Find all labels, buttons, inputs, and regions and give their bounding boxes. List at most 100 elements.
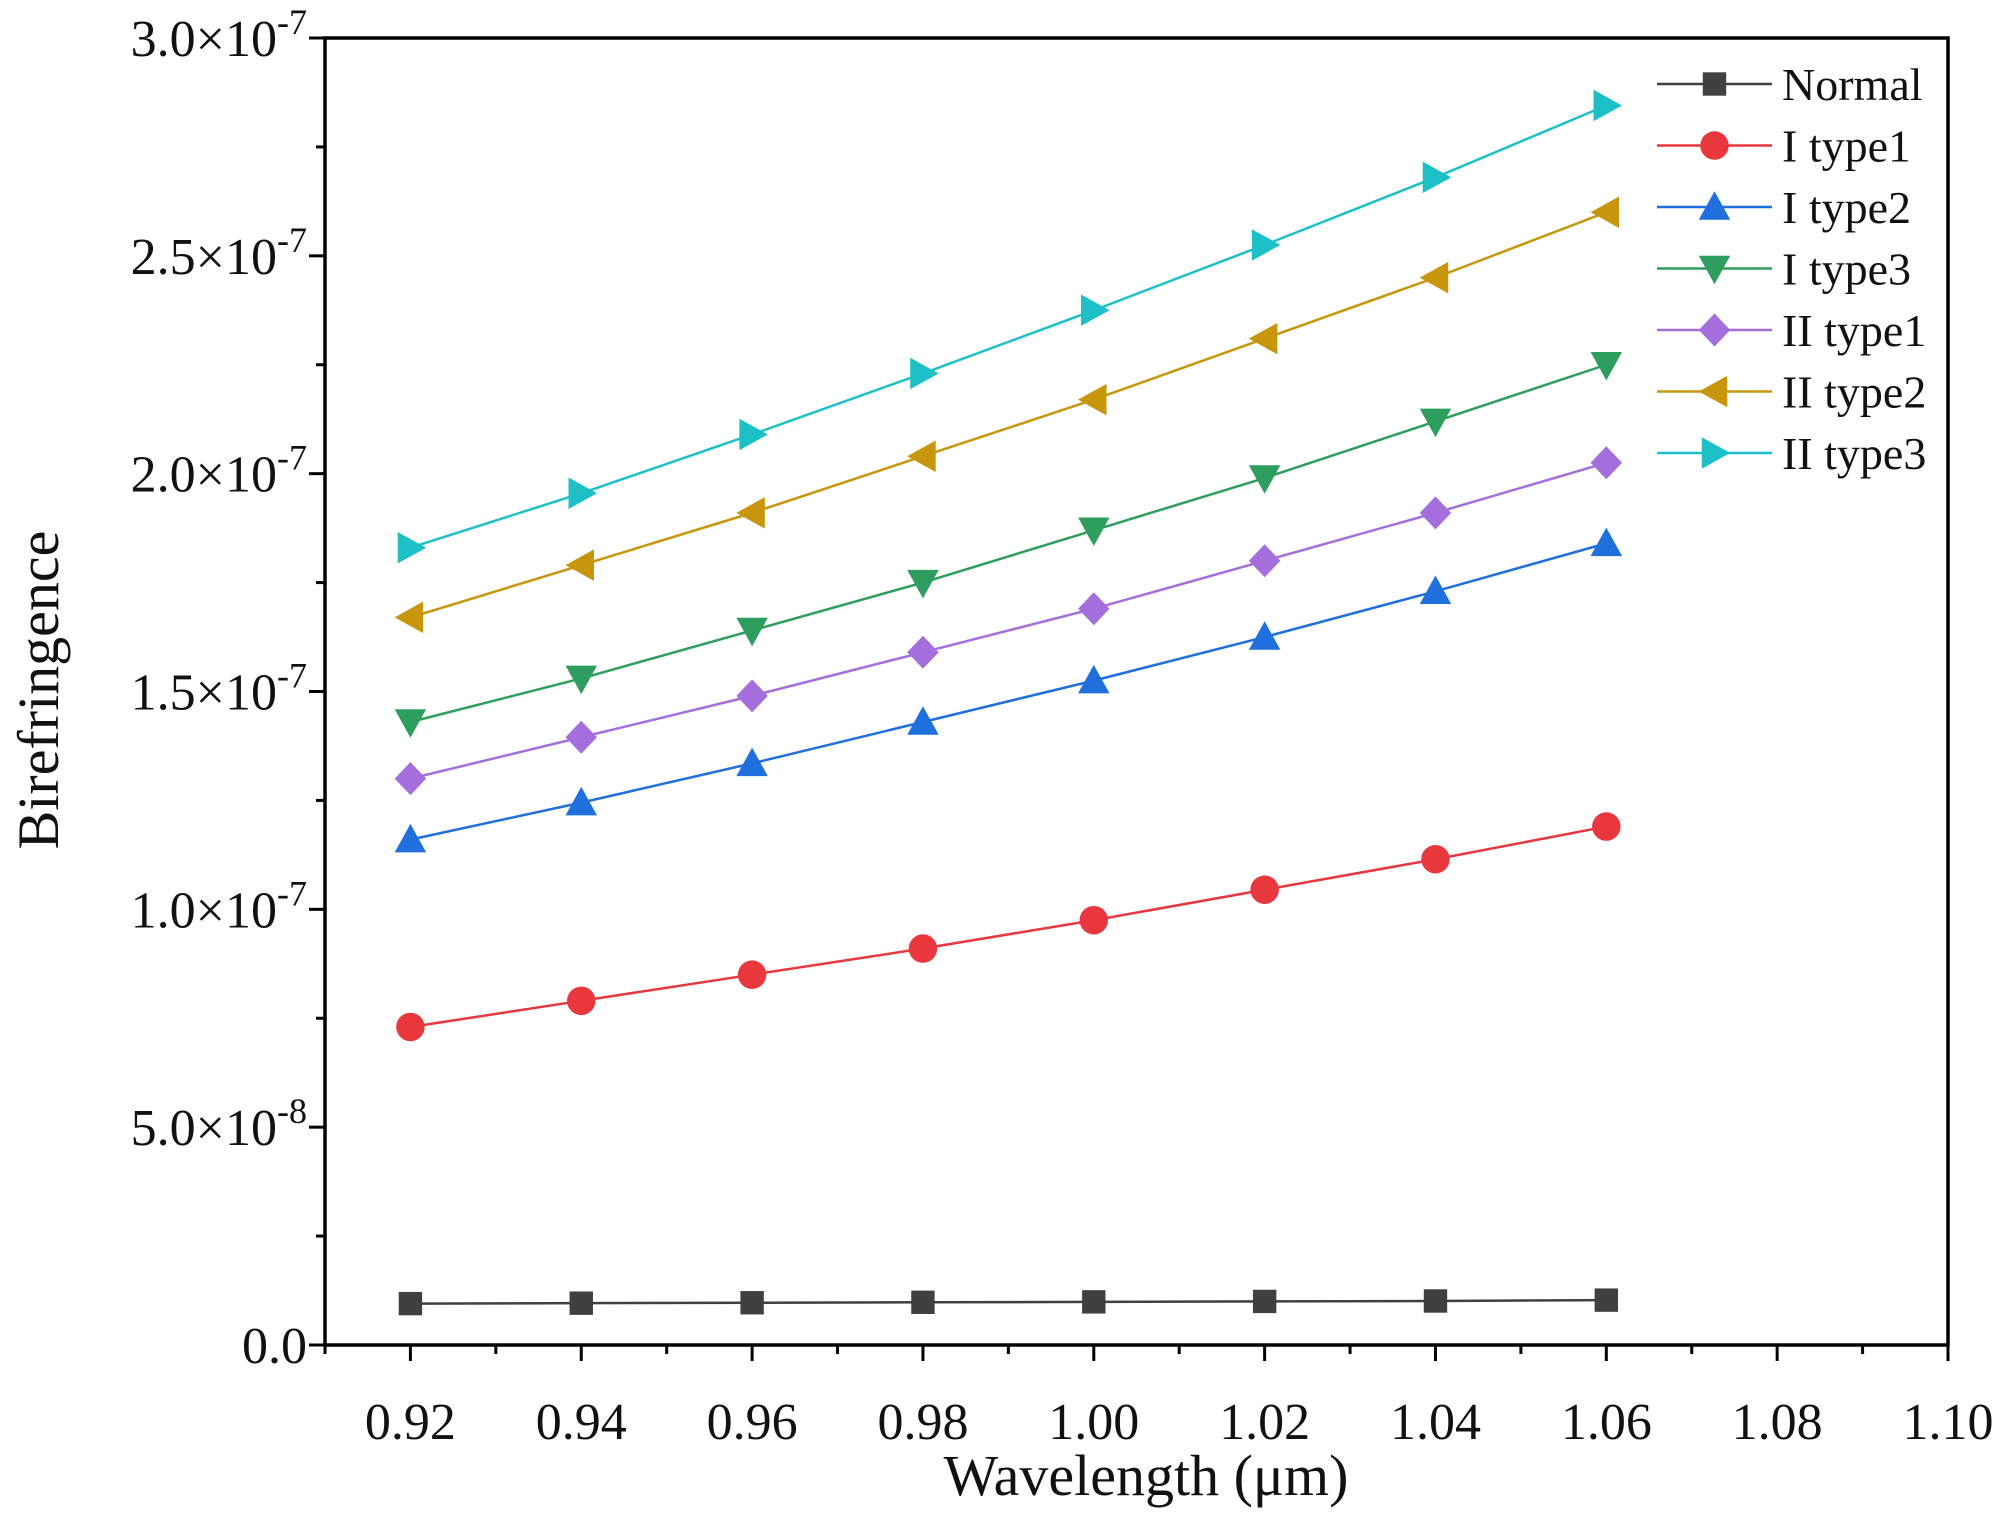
data-point — [1594, 1288, 1619, 1312]
plot-area — [323, 36, 1950, 1347]
series-line — [410, 363, 1607, 724]
data-point — [907, 440, 936, 472]
data-point — [1250, 875, 1279, 904]
data-point — [565, 720, 598, 754]
x-tick-label: 1.10 — [1903, 1394, 1994, 1451]
data-point — [1592, 812, 1621, 841]
series-i-type3 — [394, 352, 1623, 738]
legend-marker — [1698, 255, 1731, 285]
x-tick-label: 0.92 — [365, 1394, 456, 1451]
legend-marker — [1698, 313, 1731, 347]
data-point — [739, 418, 768, 451]
legend-label: II type1 — [1782, 305, 1926, 356]
legend-marker — [1700, 131, 1729, 160]
data-point — [1078, 664, 1110, 694]
data-point — [1078, 383, 1107, 416]
series-line — [410, 104, 1607, 549]
data-point — [911, 1290, 935, 1315]
data-point — [394, 762, 427, 796]
legend: Normal I type1 I type2 I type3 II type1 II ty… — [1657, 59, 1926, 479]
data-point — [1593, 89, 1623, 122]
data-point — [398, 1291, 423, 1316]
data-point — [907, 569, 939, 599]
x-tick-label: 1.00 — [1048, 1394, 1139, 1451]
data-point — [910, 357, 939, 390]
legend-item: I type1 — [1657, 121, 1911, 172]
data-point — [907, 635, 939, 669]
series-i-type1 — [396, 812, 1621, 1042]
data-point — [737, 960, 767, 989]
y-tick-label: 2.0×10-7 — [131, 438, 307, 504]
series-line — [410, 825, 1607, 1029]
series-normal — [398, 1288, 1619, 1316]
legend-label: Normal — [1782, 59, 1923, 110]
legend-item: I type3 — [1657, 244, 1911, 295]
data-point — [1590, 446, 1623, 480]
y-tick-label: 0.0 — [242, 1318, 307, 1375]
data-point — [1590, 352, 1623, 381]
data-point — [736, 497, 765, 529]
data-point — [565, 549, 595, 581]
data-point — [1422, 161, 1452, 194]
x-axis-title: Wavelength (μm) — [944, 1443, 1349, 1508]
data-point — [565, 665, 598, 695]
y-tick-label: 5.0×10-8 — [131, 1091, 307, 1157]
legend-label: I type1 — [1782, 121, 1911, 172]
legend-item: Normal — [1657, 59, 1923, 110]
legend-label: I type2 — [1782, 182, 1911, 233]
axes: 0.92 0.94 0.96 0.98 1.00 1.02 1.04 1.06 1.08 1.10… — [131, 2, 1994, 1451]
data-point — [1423, 1289, 1448, 1313]
x-tick-label: 1.08 — [1732, 1394, 1823, 1451]
data-point — [567, 986, 596, 1016]
legend-marker — [1698, 191, 1731, 220]
legend-item: I type2 — [1657, 182, 1911, 233]
legend-marker — [1698, 375, 1728, 408]
series-ii-type2 — [394, 196, 1620, 634]
data-point — [569, 1291, 593, 1315]
series-layer — [394, 89, 1623, 1316]
y-tick-label: 3.0×10-7 — [131, 2, 307, 68]
x-tick-label: 1.02 — [1219, 1394, 1310, 1451]
data-point — [736, 617, 768, 647]
legend-item: II type2 — [1657, 367, 1926, 418]
x-tick-label: 0.94 — [536, 1394, 627, 1451]
series-ii-type3 — [397, 89, 1623, 564]
data-point — [1081, 294, 1110, 327]
y-tick-label: 1.0×10-7 — [131, 873, 307, 939]
x-tick-label: 0.96 — [707, 1394, 798, 1451]
data-point — [1248, 621, 1281, 650]
series-line — [410, 542, 1607, 841]
data-point — [1590, 527, 1623, 557]
data-point — [394, 709, 427, 738]
series-i-type2 — [394, 527, 1623, 853]
data-point — [1251, 229, 1281, 261]
x-tick-label: 0.98 — [877, 1394, 968, 1451]
x-tick-label: 1.04 — [1390, 1394, 1481, 1451]
data-point — [568, 477, 598, 510]
legend-label: I type3 — [1782, 244, 1911, 295]
data-point — [1421, 844, 1450, 874]
data-point — [907, 706, 939, 735]
data-point — [1252, 1289, 1277, 1314]
data-point — [1078, 517, 1110, 547]
legend-marker — [1701, 437, 1731, 469]
plot-frame — [323, 36, 1950, 1347]
data-point — [736, 747, 768, 777]
series-line — [410, 211, 1607, 619]
data-point — [394, 823, 427, 853]
data-point — [740, 1291, 764, 1315]
series-ii-type1 — [394, 446, 1623, 796]
y-tick-label: 2.5×10-7 — [131, 220, 307, 286]
y-tick-label: 1.5×10-7 — [131, 656, 307, 722]
series-line — [410, 1298, 1607, 1305]
data-point — [1082, 1290, 1106, 1314]
data-point — [1078, 592, 1110, 626]
legend-marker — [1702, 72, 1727, 96]
data-point — [736, 679, 768, 713]
legend-item: II type3 — [1657, 428, 1926, 479]
data-point — [1248, 544, 1281, 578]
data-point — [1079, 905, 1109, 935]
data-point — [396, 1012, 425, 1042]
y-axis-title: Birefringence — [6, 531, 71, 850]
